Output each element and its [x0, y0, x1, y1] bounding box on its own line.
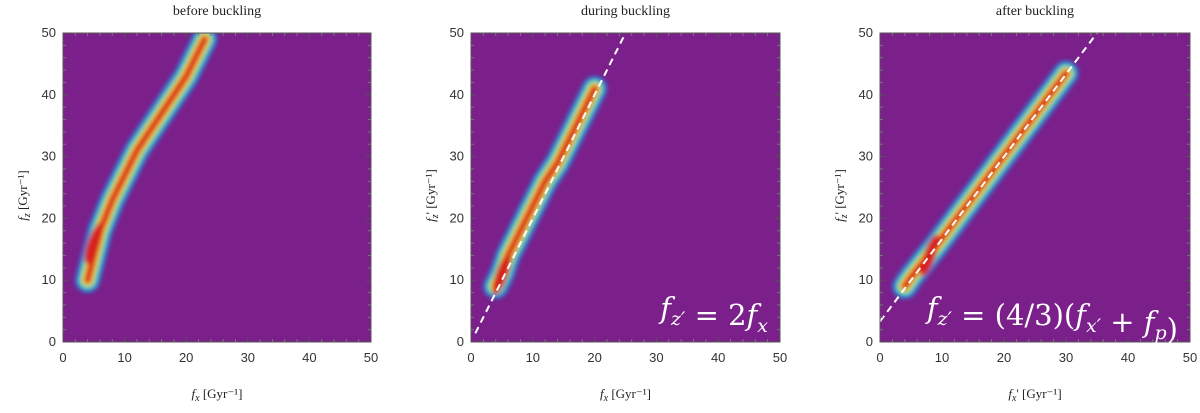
x-tick-label: 0 [59, 350, 66, 365]
panel-1: before buckling 0 10 20 30 40 50 0 10 20 30 40 50 fx … [15, 4, 378, 404]
x-tick-label: 20 [179, 350, 193, 365]
y-tick-label: 40 [42, 87, 56, 102]
x-tick-label: 0 [876, 350, 883, 365]
x-tick-label: 0 [467, 350, 474, 365]
y-tick-label: 10 [450, 272, 464, 287]
x-tick-label: 40 [1121, 350, 1135, 365]
x-axis-label: fx [Gyr⁻¹] [192, 386, 243, 404]
y-tick-label: 30 [450, 149, 464, 164]
y-tick-label: 0 [49, 334, 56, 349]
x-tick-label: 40 [711, 350, 725, 365]
x-tick-label: 40 [302, 350, 316, 365]
y-tick-label: 50 [450, 25, 464, 40]
x-axis-label: fx [Gyr⁻¹] [600, 386, 651, 404]
panel-title: before buckling [173, 4, 261, 19]
x-tick-label: 10 [117, 350, 131, 365]
y-tick-label: 20 [859, 210, 873, 225]
y-tick-label: 0 [866, 334, 873, 349]
y-tick-label: 50 [42, 25, 56, 40]
panel-title: after buckling [996, 4, 1074, 19]
y-axis-label: fz' [Gyr⁻¹] [832, 169, 850, 222]
y-tick-label: 30 [859, 149, 873, 164]
y-tick-label: 50 [859, 25, 873, 40]
y-tick-label: 40 [450, 87, 464, 102]
x-tick-label: 30 [649, 350, 663, 365]
y-axis-label: fz [Gyr⁻¹] [15, 170, 33, 220]
y-tick-label: 20 [450, 210, 464, 225]
x-tick-label: 20 [587, 350, 601, 365]
panel-title: during buckling [581, 4, 670, 19]
x-tick-label: 50 [364, 350, 378, 365]
panel-2: during buckling 0 10 20 30 40 50 0 10 20 30 40 50 fx … [423, 4, 787, 404]
y-tick-label: 10 [859, 272, 873, 287]
x-tick-label: 30 [241, 350, 255, 365]
plot-background [471, 33, 780, 342]
y-tick-label: 20 [42, 210, 56, 225]
x-tick-label: 10 [526, 350, 540, 365]
x-tick-label: 10 [935, 350, 949, 365]
y-axis-label: fz' [Gyr⁻¹] [423, 169, 441, 222]
x-tick-label: 30 [1059, 350, 1073, 365]
x-tick-label: 20 [997, 350, 1011, 365]
y-tick-label: 40 [859, 87, 873, 102]
y-tick-label: 0 [457, 334, 464, 349]
x-tick-label: 50 [773, 350, 787, 365]
x-tick-label: 50 [1183, 350, 1197, 365]
x-axis-label: fx' [Gyr⁻¹] [1008, 386, 1061, 404]
panel-3: after buckling 0 10 20 30 40 50 0 10 20 30 40 50 fx' … [832, 4, 1197, 404]
y-tick-label: 30 [42, 149, 56, 164]
y-tick-label: 10 [42, 272, 56, 287]
